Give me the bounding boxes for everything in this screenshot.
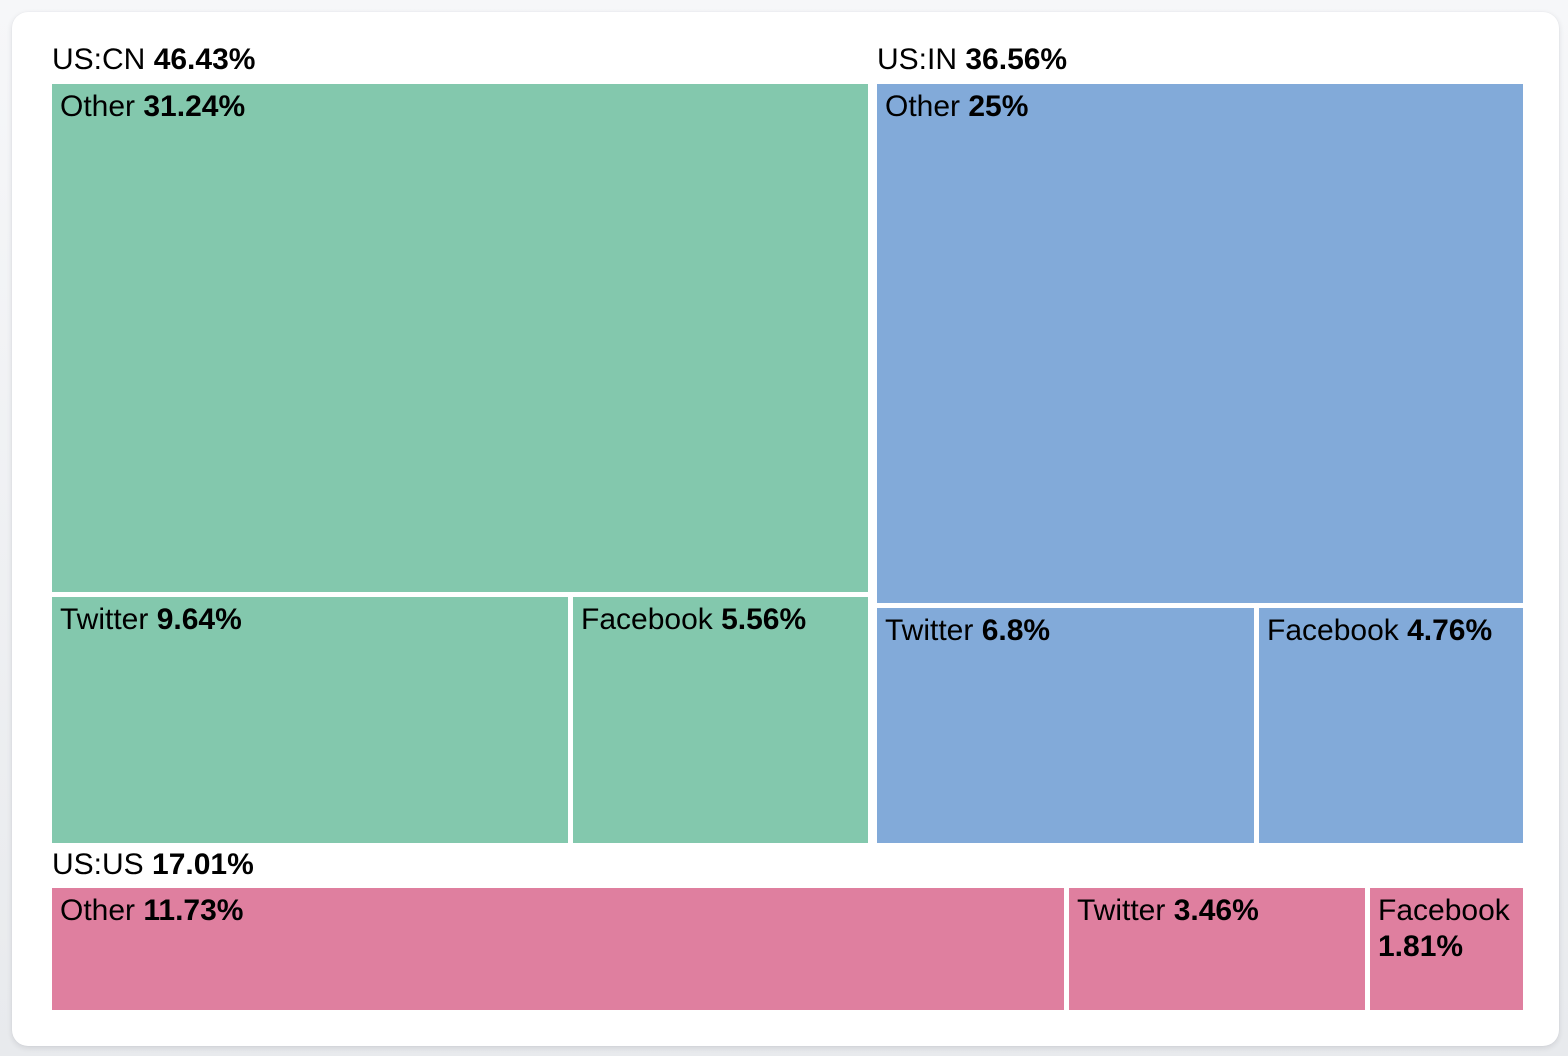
cell-percent: 31.24% xyxy=(143,90,246,123)
cell-percent: 1.81% xyxy=(1378,930,1464,963)
cell-label: Other xyxy=(60,894,136,927)
group-header-us-us: US:US 17.01% xyxy=(52,848,254,882)
cell-us-cn-facebook[interactable]: Facebook 5.56% xyxy=(573,597,868,843)
group-header-us-cn: US:CN 46.43% xyxy=(52,43,255,77)
cell-label: Twitter xyxy=(1077,894,1166,927)
cell-us-us-other[interactable]: Other 11.73% xyxy=(52,888,1064,1010)
cell-label: Facebook xyxy=(581,603,713,636)
cell-percent: 4.76% xyxy=(1407,614,1493,647)
group-percent: 36.56% xyxy=(965,43,1068,76)
cell-us-us-twitter[interactable]: Twitter 3.46% xyxy=(1069,888,1365,1010)
group-label: US:CN xyxy=(52,43,146,76)
cell-us-in-other[interactable]: Other 25% xyxy=(877,84,1523,603)
chart-card: US:CN 46.43% US:IN 36.56% US:US 17.01% O… xyxy=(12,12,1559,1046)
cell-percent: 3.46% xyxy=(1173,894,1259,927)
cell-percent: 9.64% xyxy=(156,603,242,636)
cell-percent: 25% xyxy=(968,90,1029,123)
group-percent: 17.01% xyxy=(152,848,254,881)
cell-label: Twitter xyxy=(60,603,149,636)
cell-us-us-facebook[interactable]: Facebook 1.81% xyxy=(1370,888,1523,1010)
cell-percent: 5.56% xyxy=(721,603,807,636)
cell-label: Other xyxy=(885,90,961,123)
cell-label: Facebook xyxy=(1378,894,1510,927)
cell-label: Facebook xyxy=(1267,614,1399,647)
group-label: US:IN xyxy=(877,43,958,76)
cell-percent: 6.8% xyxy=(981,614,1051,647)
cell-label: Other xyxy=(60,90,136,123)
group-label: US:US xyxy=(52,848,144,881)
cell-label: Twitter xyxy=(885,614,974,647)
cell-us-cn-other[interactable]: Other 31.24% xyxy=(52,84,868,592)
cell-us-cn-twitter[interactable]: Twitter 9.64% xyxy=(52,597,568,843)
cell-us-in-facebook[interactable]: Facebook 4.76% xyxy=(1259,608,1523,843)
group-percent: 46.43% xyxy=(153,43,256,76)
cell-us-in-twitter[interactable]: Twitter 6.8% xyxy=(877,608,1254,843)
group-header-us-in: US:IN 36.56% xyxy=(877,43,1067,77)
cell-percent: 11.73% xyxy=(143,894,244,927)
